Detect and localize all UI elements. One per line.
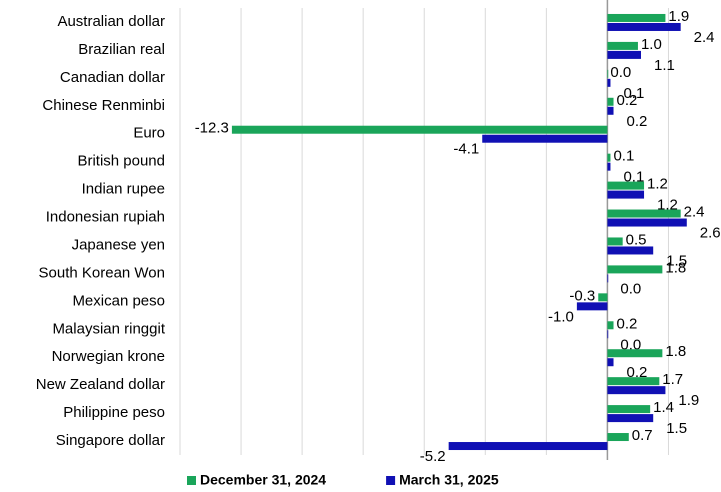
bar bbox=[607, 377, 660, 386]
bar bbox=[607, 386, 666, 395]
bar bbox=[607, 181, 645, 190]
value-label: 2.6 bbox=[700, 225, 721, 242]
value-label: 0.1 bbox=[623, 85, 644, 102]
value-label: 0.2 bbox=[627, 364, 648, 381]
value-label: 1.1 bbox=[654, 57, 675, 74]
bar bbox=[607, 50, 641, 59]
bar bbox=[607, 433, 629, 442]
value-label: 0.1 bbox=[623, 169, 644, 186]
value-label: -4.1 bbox=[453, 141, 479, 158]
value-label: 0.7 bbox=[632, 427, 653, 444]
value-label: -5.2 bbox=[420, 448, 446, 465]
bar bbox=[607, 162, 611, 171]
legend-label: March 31, 2025 bbox=[399, 472, 499, 488]
category-label: Philippine peso bbox=[63, 404, 165, 421]
category-label: New Zealand dollar bbox=[36, 376, 165, 393]
value-label: 0.0 bbox=[620, 336, 641, 353]
bar bbox=[607, 78, 611, 87]
bar bbox=[607, 321, 614, 330]
category-label: Euro bbox=[133, 125, 165, 142]
value-label: -0.3 bbox=[569, 287, 595, 304]
bar bbox=[231, 125, 608, 134]
value-label: 1.2 bbox=[647, 176, 668, 193]
bar bbox=[607, 405, 651, 414]
bar bbox=[448, 442, 608, 451]
category-label: Indonesian rupiah bbox=[46, 209, 165, 226]
value-label: 0.2 bbox=[627, 113, 648, 130]
bar bbox=[598, 293, 608, 302]
category-label: Canadian dollar bbox=[60, 69, 165, 86]
bar bbox=[607, 274, 609, 283]
category-label: Japanese yen bbox=[72, 236, 165, 253]
bar bbox=[607, 69, 609, 78]
category-label: Mexican peso bbox=[72, 292, 165, 309]
bar bbox=[607, 153, 611, 162]
bar bbox=[607, 209, 681, 218]
bar bbox=[482, 134, 608, 143]
category-label: South Korean Won bbox=[39, 264, 165, 281]
value-label: 1.0 bbox=[641, 36, 662, 53]
value-label: 2.4 bbox=[684, 204, 705, 221]
bar bbox=[607, 349, 663, 358]
bar bbox=[607, 218, 687, 227]
category-label: Brazilian real bbox=[78, 41, 165, 58]
value-label: 1.9 bbox=[668, 8, 689, 25]
value-label: 0.2 bbox=[617, 315, 638, 332]
bar bbox=[607, 13, 666, 22]
value-label: 0.5 bbox=[626, 231, 647, 248]
value-label: -1.0 bbox=[548, 308, 574, 325]
bar bbox=[607, 41, 638, 50]
bar bbox=[607, 265, 663, 274]
bar bbox=[607, 22, 681, 31]
category-label: Chinese Renminbi bbox=[42, 97, 165, 114]
value-label: 1.8 bbox=[665, 259, 686, 276]
value-label: 0.0 bbox=[620, 280, 641, 297]
bar bbox=[607, 330, 609, 339]
value-label: 2.4 bbox=[694, 29, 715, 46]
bar bbox=[607, 246, 654, 255]
value-label: 0.1 bbox=[613, 148, 634, 165]
value-label: 0.0 bbox=[610, 64, 631, 81]
legend-swatch bbox=[187, 476, 196, 485]
bar bbox=[607, 106, 614, 115]
value-label: 1.8 bbox=[665, 343, 686, 360]
bar bbox=[576, 302, 608, 311]
value-label: 1.4 bbox=[653, 399, 674, 416]
value-label: 1.5 bbox=[666, 252, 687, 269]
bar bbox=[607, 190, 645, 199]
category-label: Singapore dollar bbox=[56, 432, 165, 449]
bar bbox=[607, 237, 623, 246]
category-label: Norwegian krone bbox=[52, 348, 165, 365]
bar bbox=[607, 358, 614, 367]
value-label: -12.3 bbox=[195, 120, 229, 137]
bar bbox=[607, 97, 614, 106]
value-label: 0.2 bbox=[617, 92, 638, 109]
bar bbox=[607, 414, 654, 423]
value-label: 1.2 bbox=[657, 197, 678, 214]
legend-swatch bbox=[386, 476, 396, 485]
legend-label: December 31, 2024 bbox=[200, 472, 326, 488]
category-label: Indian rupee bbox=[82, 181, 165, 198]
category-label: Australian dollar bbox=[57, 13, 165, 30]
value-label: 1.5 bbox=[666, 420, 687, 437]
category-label: Malaysian ringgit bbox=[52, 320, 165, 337]
value-label: 1.7 bbox=[662, 371, 683, 388]
value-label: 1.9 bbox=[678, 392, 699, 409]
category-label: British pound bbox=[77, 153, 165, 170]
